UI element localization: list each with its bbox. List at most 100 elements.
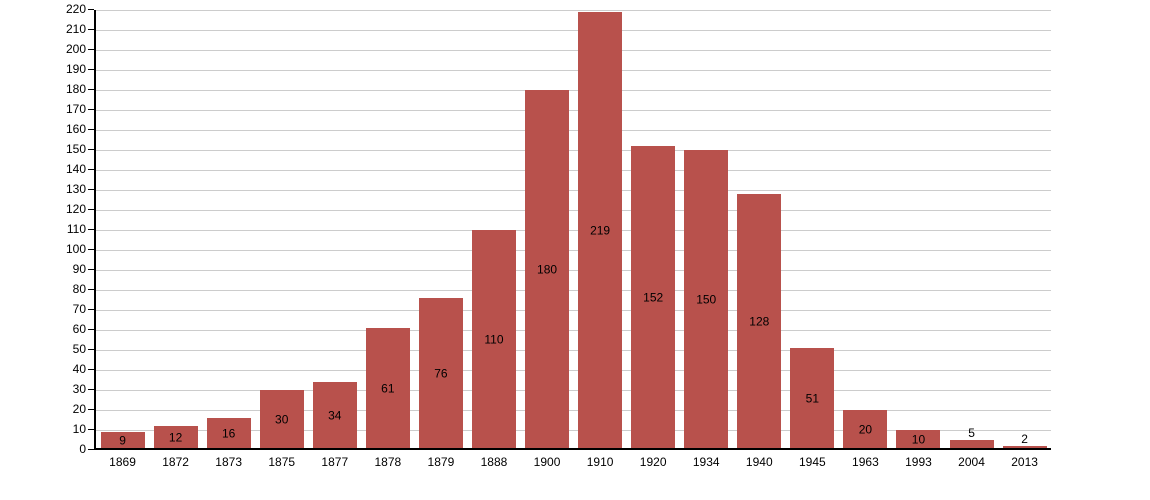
bar-group: 30	[255, 10, 308, 450]
gridline	[96, 410, 1051, 411]
bar	[153, 426, 198, 450]
y-axis-tick	[88, 29, 94, 30]
gridline	[96, 330, 1051, 331]
y-tick-label: 180	[65, 82, 86, 96]
bar-value-label: 30	[275, 412, 289, 427]
y-axis-tick	[88, 89, 94, 90]
y-tick-label: 110	[66, 222, 86, 236]
bar	[259, 390, 304, 450]
bar-group: 51	[786, 10, 839, 450]
y-axis-tick	[88, 429, 94, 430]
gridline	[96, 430, 1051, 431]
y-tick-label: 150	[65, 142, 86, 156]
bar	[896, 430, 941, 450]
x-tick-label: 1993	[905, 455, 932, 469]
bar	[525, 90, 570, 450]
y-tick-label: 140	[65, 162, 86, 176]
bar	[631, 146, 676, 450]
y-tick-label: 130	[65, 182, 86, 196]
bar-group: 5	[945, 10, 998, 450]
x-tick-label: 1940	[745, 455, 773, 469]
x-tick-label: 1875	[268, 455, 296, 469]
bar-value-label: 219	[590, 223, 611, 238]
bar-value-label: 5	[968, 426, 975, 440]
y-axis-tick	[88, 349, 94, 350]
gridline	[96, 150, 1051, 151]
gridline	[96, 130, 1051, 131]
gridline	[96, 170, 1051, 171]
bar-value-label: 110	[484, 332, 504, 347]
bar-group: 150	[680, 10, 733, 450]
plot-area: 9 12 16 30 34 61 76 110 180 219 152 150 128 51 20 10 5 2	[96, 10, 1051, 450]
x-tick-label: 1869	[109, 455, 136, 469]
gridline	[96, 90, 1051, 91]
bar	[365, 328, 410, 450]
y-tick-label: 200	[65, 42, 86, 56]
x-tick-label: 1877	[321, 455, 349, 469]
y-tick-label: 190	[65, 62, 86, 76]
y-axis-tick	[88, 389, 94, 390]
bar-value-label: 76	[434, 366, 448, 381]
y-tick-label: 100	[65, 242, 86, 256]
bar-group: 128	[733, 10, 786, 450]
y-axis-tick	[88, 449, 94, 450]
y-tick-label: 80	[72, 282, 86, 296]
bar-value-label: 16	[221, 426, 236, 441]
y-axis-tick	[88, 149, 94, 150]
x-tick-label: 1888	[480, 455, 508, 469]
gridline	[96, 190, 1051, 191]
bar-group: 34	[308, 10, 361, 450]
y-axis-tick	[88, 229, 94, 230]
x-tick-label: 1934	[692, 455, 720, 469]
gridline	[96, 270, 1051, 271]
bar	[312, 382, 357, 450]
x-tick-label: 2004	[958, 455, 985, 469]
bar	[100, 432, 145, 450]
y-tick-label: 90	[72, 262, 86, 276]
y-tick-label: 160	[65, 122, 86, 136]
y-axis-line	[94, 10, 96, 450]
bar	[684, 150, 729, 450]
bar-group: 16	[202, 10, 255, 450]
y-axis-tick	[88, 209, 94, 210]
gridline	[96, 350, 1051, 351]
bar-group: 76	[414, 10, 467, 450]
bar-value-label: 20	[858, 422, 873, 437]
y-axis-tick	[88, 129, 94, 130]
y-axis-tick	[88, 249, 94, 250]
bar-group: 12	[149, 10, 202, 450]
bar-group: 9	[96, 10, 149, 450]
bar-value-label: 2	[1021, 432, 1028, 446]
x-tick-label: 1873	[215, 455, 242, 469]
y-axis-tick	[88, 9, 94, 10]
bar-value-label: 152	[643, 290, 664, 305]
x-axis-tick-labels: 1869 1872 1873 1875 1877 1878 1879 1888 1900 1910…	[96, 455, 1051, 469]
gridline	[96, 50, 1051, 51]
y-axis-tick	[88, 309, 94, 310]
y-axis-tick	[88, 409, 94, 410]
bar	[578, 12, 623, 450]
bar	[843, 410, 888, 450]
bar-value-label: 128	[749, 314, 770, 329]
bar	[418, 298, 463, 450]
x-tick-label: 2013	[1011, 455, 1038, 469]
gridline	[96, 230, 1051, 231]
gridline	[96, 110, 1051, 111]
gridline	[96, 370, 1051, 371]
bar-value-label: 150	[696, 292, 717, 307]
bar-value-label: 10	[911, 432, 926, 447]
y-tick-label: 60	[72, 322, 86, 336]
y-tick-label: 120	[65, 202, 86, 216]
y-tick-label: 170	[65, 102, 86, 116]
bars-container: 9 12 16 30 34 61 76 110 180 219 152 150 128 51 20 10 5 2	[96, 10, 1051, 450]
bar-group: 219	[574, 10, 627, 450]
y-tick-label: 0	[79, 442, 86, 456]
y-tick-label: 40	[72, 362, 86, 376]
gridline	[96, 10, 1051, 11]
y-axis-tick	[88, 269, 94, 270]
bar-value-label: 61	[381, 381, 395, 396]
x-tick-label: 1878	[374, 455, 402, 469]
bar	[471, 230, 516, 450]
gridline	[96, 310, 1051, 311]
